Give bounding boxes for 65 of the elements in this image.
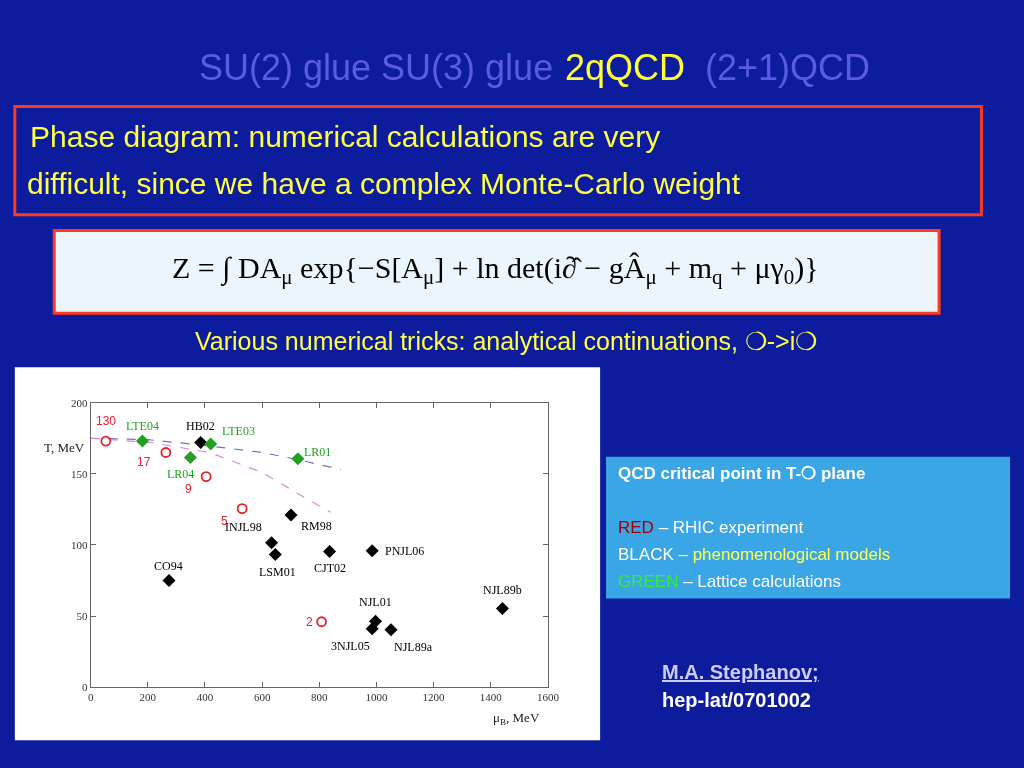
x-tick-label: 1400	[479, 691, 503, 704]
x-axis-title: μ$_{B}$, MeV	[493, 710, 540, 727]
text: hep-lat/0701002	[662, 689, 811, 711]
annotation: NJL89a	[394, 640, 433, 654]
annotation: CO94	[154, 559, 183, 573]
point	[204, 437, 218, 451]
point	[268, 547, 282, 561]
y-tick-label: 150	[71, 467, 88, 480]
x-tick-label: 200	[139, 691, 157, 704]
y-tick-label: 200	[71, 396, 88, 409]
point	[183, 450, 197, 464]
annotation: RM98	[301, 519, 332, 533]
text: BLACK – phenomenological models	[618, 545, 891, 564]
point	[200, 471, 212, 483]
annotation: 130	[96, 414, 117, 428]
annotation: LR01	[304, 445, 332, 459]
point	[236, 503, 248, 515]
point	[160, 447, 172, 458]
x-tick-label: 1600	[536, 691, 560, 704]
y-axis-title: T, MeV	[44, 440, 85, 455]
text: SU(2) glue SU(3) glue	[199, 47, 554, 88]
annotation: LTE03	[222, 424, 255, 438]
x-tick-label: 1200	[422, 691, 446, 704]
point	[365, 622, 379, 636]
point	[100, 435, 112, 447]
point	[316, 616, 327, 628]
annotation: 17	[137, 455, 151, 469]
text: 2qQCD	[565, 47, 686, 88]
y-tick-label: 100	[71, 538, 88, 551]
annotation: PNJL06	[385, 544, 425, 558]
annotation: CJT02	[314, 561, 347, 575]
text: M.A. Stephanov;	[662, 661, 819, 683]
text: Various numerical tricks: analytical continuations, ❍->i❍	[195, 327, 818, 355]
text: GREEN – Lattice calculations	[618, 572, 842, 591]
annotation: 2	[306, 615, 313, 629]
text: RED – RHIC experiment	[618, 518, 804, 537]
text: Z = ∫ DA$_{μ}$ exp{−S[A$_{μ}$] + ln det(i∂̂ − gÂ$_{μ}$ + m$_{q}$ + μγ$_{0}$)}	[172, 251, 819, 290]
point	[265, 536, 279, 550]
point	[284, 508, 298, 522]
y-tick-label: 0	[82, 681, 88, 694]
x-tick-label: 600	[253, 691, 271, 704]
point	[495, 602, 509, 616]
annotation: 9	[185, 482, 192, 496]
annotation: 3NJL05	[331, 639, 370, 653]
annotation: NJL89b	[483, 583, 522, 597]
text: difficult, since we have a complex Monte-Carlo weight	[27, 167, 741, 200]
text: (2+1)QCD	[705, 47, 871, 88]
point	[135, 434, 149, 448]
point	[323, 544, 337, 558]
point	[194, 436, 208, 450]
y-tick-label: 50	[76, 609, 88, 622]
point	[365, 544, 379, 558]
x-tick-label: 800	[311, 691, 329, 704]
point	[384, 623, 398, 637]
annotation: LR04	[167, 467, 195, 481]
text: Phase diagram: numerical calculations are very	[30, 120, 661, 153]
annotation: HB02	[186, 419, 215, 433]
point	[291, 452, 305, 466]
text: QCD critical point in T-❍ plane	[618, 464, 866, 483]
x-tick-label: 400	[196, 691, 214, 704]
annotation: LTE04	[126, 419, 159, 433]
point	[162, 574, 176, 587]
x-tick-label: 1000	[365, 691, 388, 704]
annotation: LSM01	[259, 565, 296, 579]
annotation: NJL01	[359, 595, 392, 609]
